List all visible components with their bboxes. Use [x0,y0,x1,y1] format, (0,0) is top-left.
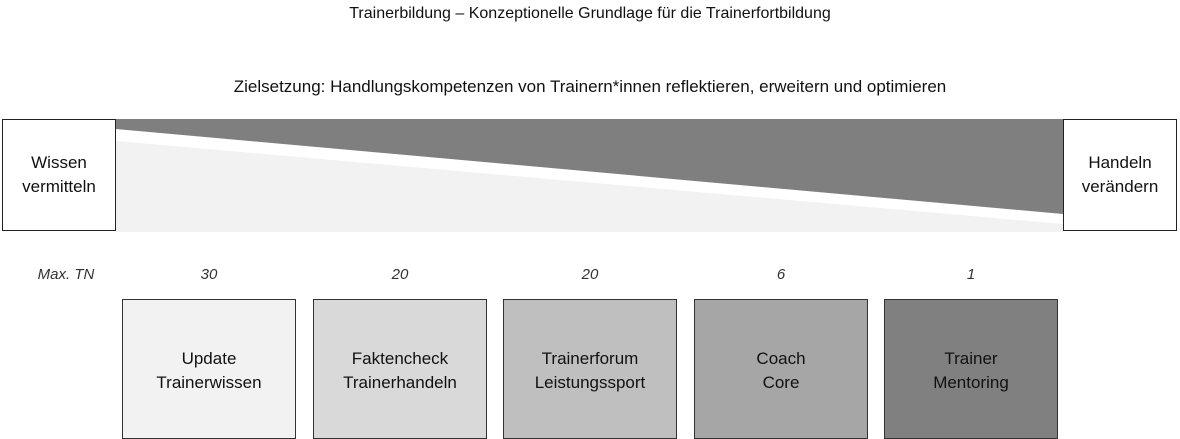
module-trainerforum-leistungssport: Trainerforum Leistungssport [503,299,677,439]
max-tn-value: 1 [966,266,976,283]
max-tn-value: 6 [776,266,786,283]
wedge-light-area [116,141,1063,232]
wedge-dark-area [116,119,1063,214]
max-tn-value: 20 [581,266,599,283]
module-faktencheck-trainerhandeln: Faktencheck Trainerhandeln [313,299,487,439]
diagram-title: Trainerbildung – Konzeptionelle Grundlag… [349,5,831,22]
module-update-trainerwissen: Update Trainerwissen [122,299,296,439]
max-tn-value: 20 [391,266,409,283]
max-tn-value: 30 [200,266,218,283]
knowledge-action-wedge [116,119,1063,232]
handeln-veraendern-box: Handeln verändern [1063,119,1177,231]
goal-statement: Zielsetzung: Handlungskompetenzen von Tr… [233,77,947,96]
wissen-vermitteln-box: Wissen vermitteln [2,119,116,231]
max-tn-label: Max. TN [37,266,95,283]
module-trainer-mentoring: Trainer Mentoring [884,299,1058,439]
module-coach-core: Coach Core [694,299,868,439]
max-participants-row: Max. TN 30 20 20 6 1 [0,264,1180,286]
